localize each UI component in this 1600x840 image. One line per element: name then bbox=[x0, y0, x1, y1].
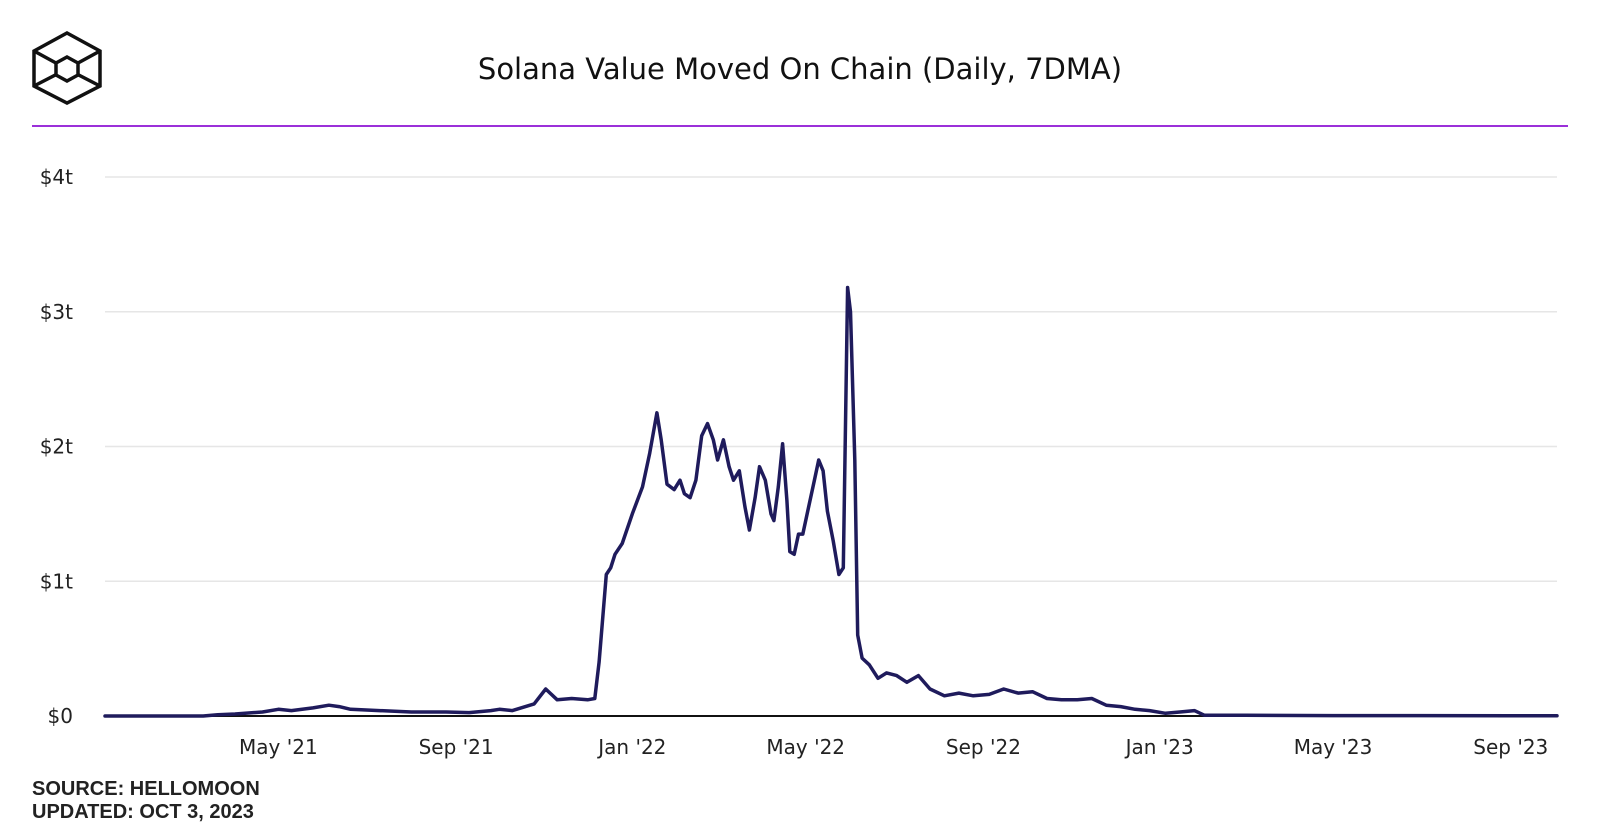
title-underline bbox=[32, 125, 1568, 127]
y-tick-label: $1t bbox=[40, 569, 73, 593]
x-tick-label: May '21 bbox=[239, 735, 318, 759]
the-block-cube-logo-icon bbox=[32, 31, 102, 105]
chart-title: Solana Value Moved On Chain (Daily, 7DMA… bbox=[477, 52, 1123, 86]
x-tick-label: Sep '23 bbox=[1473, 735, 1548, 759]
series-line-value-moved bbox=[103, 285, 1559, 718]
x-tick-label: Sep '21 bbox=[419, 735, 494, 759]
updated-note: UPDATED: OCT 3, 2023 bbox=[32, 801, 254, 823]
x-tick-label: May '22 bbox=[766, 735, 845, 759]
x-tick-label: Jan '23 bbox=[1124, 735, 1194, 759]
y-tick-label: $0 bbox=[48, 704, 73, 728]
y-tick-label: $4t bbox=[40, 165, 73, 189]
footer: SOURCE: HELLOMOON UPDATED: OCT 3, 2023 bbox=[32, 778, 260, 824]
x-axis-labels: May '21 Sep '21 Jan '22 May '22 Sep '22 Jan '… bbox=[239, 735, 1548, 759]
x-tick-label: Sep '22 bbox=[946, 735, 1021, 759]
y-axis-labels: $0 $1t $2t $3t $4t bbox=[40, 165, 73, 728]
y-tick-label: $2t bbox=[40, 435, 73, 459]
x-tick-label: May '23 bbox=[1294, 735, 1373, 759]
gridlines bbox=[105, 176, 1557, 582]
source-note: SOURCE: HELLOMOON bbox=[32, 778, 260, 800]
y-tick-label: $3t bbox=[40, 300, 73, 324]
x-tick-label: Jan '22 bbox=[596, 735, 666, 759]
